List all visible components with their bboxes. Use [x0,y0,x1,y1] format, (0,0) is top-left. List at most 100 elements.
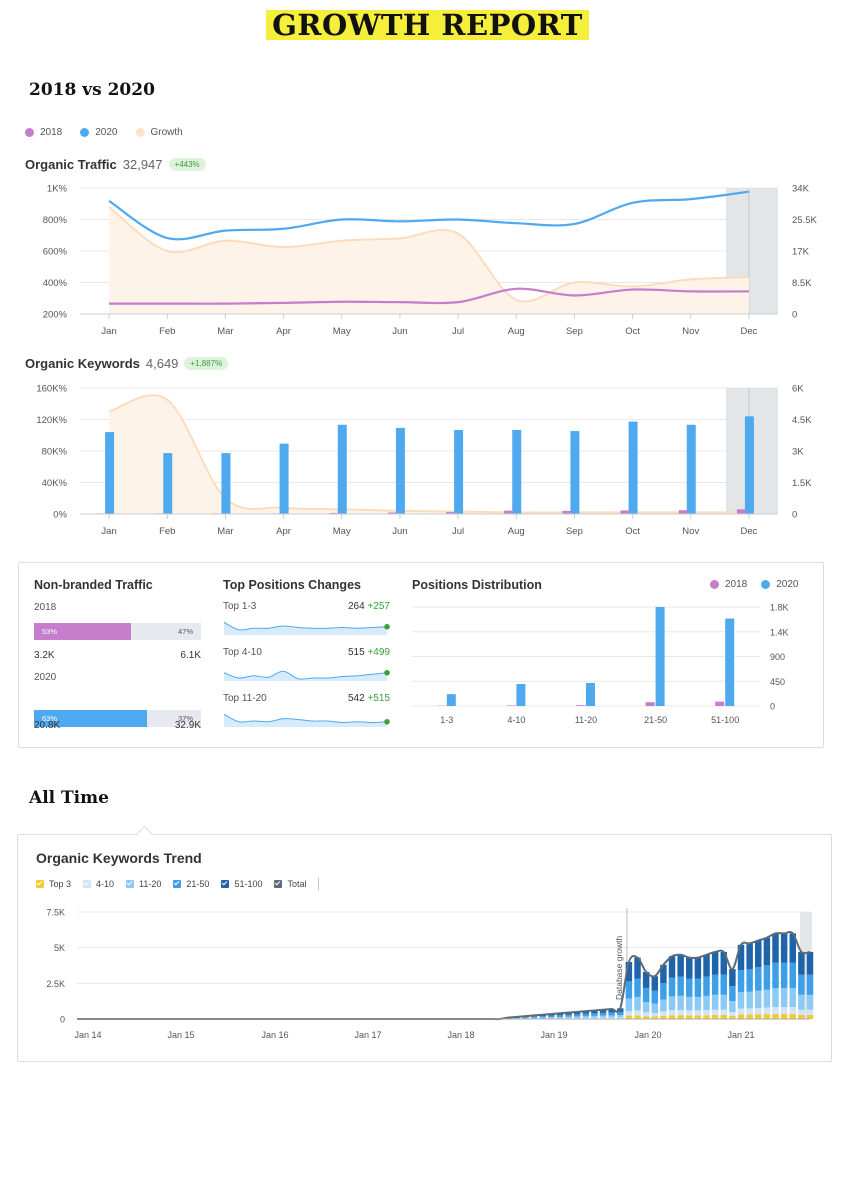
trend-bar-segment [720,994,727,1010]
toppos-sparkline [223,713,390,727]
growth-area [109,206,749,314]
bar-2020 [221,453,231,514]
trend-bar-segment [694,1015,702,1019]
x-tick-label: Aug [508,326,525,337]
trend-bar-segment [737,970,745,993]
trend-bar-segment [668,956,676,978]
database-growth-label: Database growth [614,935,624,1000]
trend-bar-segment [565,1014,572,1017]
legend-swatch [761,580,771,589]
trend-legend-21-50[interactable]: 21-50 [173,879,209,889]
trend-legend-11-20[interactable]: 11-20 [126,879,161,889]
trend-bar-segment [711,951,719,975]
bar-rest: 47% [177,627,193,636]
trend-bar-segment [522,1017,529,1018]
posdist-legend-2018[interactable]: 2018 [710,579,747,590]
x-tick-label: Mar [217,526,233,537]
bar-2020 [686,424,696,514]
bar-rest: 37% [177,714,193,723]
x-tick-label: Apr [276,526,291,537]
trend-bar-segment [806,951,814,975]
toppos-label: Top 4-10 [223,647,262,658]
bar-2018 [446,512,456,514]
y-tick-label: 0 [770,702,775,712]
x-tick-label: May [333,526,351,537]
y-tick-label-right: 25.5K [792,215,817,226]
trend-bar-segment [694,957,702,979]
toppos-label: Top 11-20 [223,693,267,704]
y-tick-label: 1.4K [770,627,789,637]
trend-bar-segment [798,951,805,975]
trend-bar-segment [565,1018,572,1019]
trend-bar-segment [737,1014,745,1019]
trend-bar-segment [711,994,719,1010]
x-tick-label: Aug [508,526,525,537]
trend-legend-51-100[interactable]: 51-100 [221,879,262,889]
legend-item-growth[interactable]: Growth [135,127,183,138]
trend-bar-segment [780,933,788,963]
trend-legend-top3[interactable]: Top 3 [36,879,71,889]
toppos-sparkline [223,669,390,681]
organic-keywords-chart: 160K% 6K 120K% 4.5K 80K% 3K 40K% 1.5K 0% 0 Jan Feb M… [36,384,812,538]
trend-bar-segment [711,1014,719,1019]
x-tick-label: Sep [566,526,583,537]
trend-bar-segment [565,1016,572,1019]
toppos-change: +499 [367,647,390,658]
trend-bar-segment [668,996,676,1011]
bar-2018 [506,705,516,706]
trend-bar-segment [789,1013,796,1019]
nonbranded-2020-value: 20.8K [34,720,61,731]
posdist-legend-2020[interactable]: 2020 [761,579,799,590]
y-tick-label: 5K [54,943,65,953]
traffic-growth-badge: +443% [168,158,206,171]
trend-bar-segment [591,1013,598,1016]
sparkline-area [224,671,387,681]
trend-bar-segment [746,991,753,1009]
trend-bar-segment [720,974,727,995]
trend-bar-segment [746,943,753,970]
checkbox-icon [36,880,44,888]
y-tick-label: 1.8K [770,603,789,613]
x-tick-label: Nov [682,526,699,537]
bar-2018 [715,701,725,706]
bar-2020 [725,618,735,706]
trend-bar-segment [642,971,650,988]
y-tick-label: 7.5K [46,908,65,918]
trend-bar-segment [686,1010,693,1016]
legend-label: Growth [150,127,183,138]
trend-bar-segment [798,974,805,995]
trend-bar-segment [798,1009,805,1015]
legend-label: 2020 [95,127,118,138]
y-tick-label: 2.5K [46,979,65,989]
section-title-all-time: All Time [29,788,109,808]
legend-item-2018[interactable]: 2018 [25,127,62,138]
sparkline-end-dot [384,623,390,630]
trend-legend-total[interactable]: Total [274,879,306,889]
trend-bar-segment [798,1014,805,1019]
toppos-title: Top Positions Changes [223,578,361,592]
legend-label: 21-50 [186,879,210,889]
bar-2020 [512,430,522,514]
trend-bar-segment [608,1015,615,1018]
y-tick-label-left: 80K% [42,447,68,458]
trend-bar-segment [651,1003,659,1014]
trend-bar-segment [806,1014,814,1019]
trend-legend-4-10[interactable]: 4-10 [83,879,114,889]
legend-item-2020[interactable]: 2020 [80,127,118,138]
toppos-sparkline [223,621,390,635]
trend-bar-segment [780,1013,788,1019]
trend-bar-segment [642,1012,650,1017]
trend-bar-segment [729,1001,736,1013]
nonbranded-2018-value: 3.2K [34,650,55,661]
bar-2020 [655,607,665,706]
trend-bar-segment [737,992,745,1009]
trend-bar-segment [763,1014,771,1019]
bar-2020 [163,453,173,514]
x-tick-label: Jan [101,526,116,537]
sparkline-line [223,670,388,680]
trend-bar-segment [608,1009,615,1013]
toppos-value: 515 [348,647,365,658]
trend-bar-segment [556,1016,564,1019]
trend-bar-segment [763,937,771,966]
growth-area [109,395,749,514]
